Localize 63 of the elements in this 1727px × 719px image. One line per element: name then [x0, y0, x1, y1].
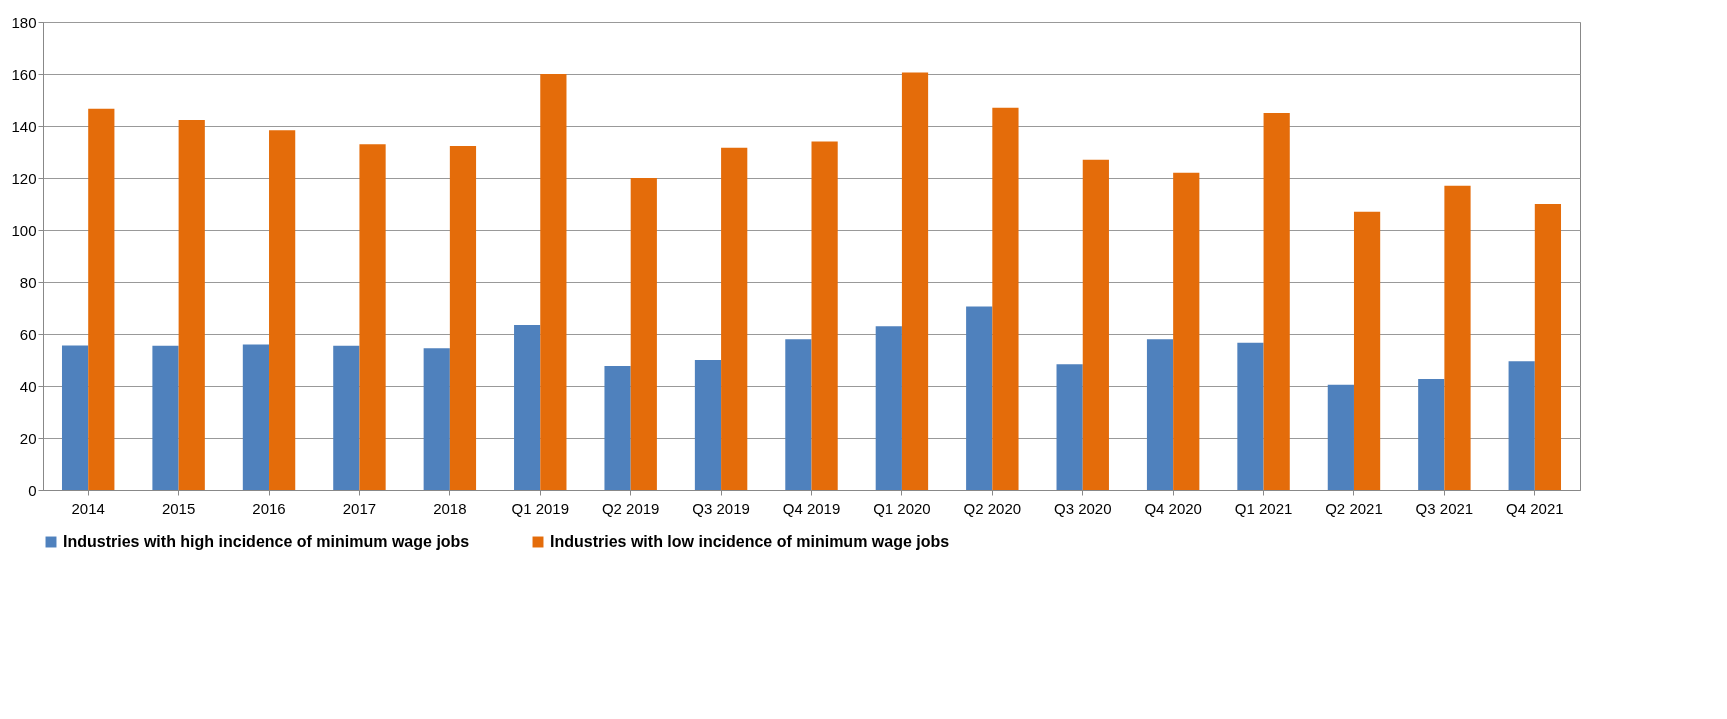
y-tick-label: 100: [11, 221, 37, 239]
bar: [1263, 113, 1290, 490]
bar: [1327, 384, 1354, 490]
y-tick-label: 80: [19, 273, 37, 291]
x-tick-label: Q1 2020: [873, 499, 931, 517]
y-tick-label: 140: [11, 117, 37, 135]
x-tick-label: Q4 2020: [1144, 499, 1202, 517]
bar: [811, 141, 838, 490]
bar: [61, 345, 89, 490]
x-tick-label: Q4 2019: [782, 499, 841, 517]
x-tick-label: Q4 2021: [1506, 499, 1564, 517]
bar: [901, 72, 929, 490]
bar: [1353, 211, 1381, 490]
bar: [1082, 159, 1109, 490]
bar: [423, 348, 450, 490]
bar: [1534, 204, 1562, 490]
bar: [178, 120, 205, 490]
bar: [514, 324, 541, 490]
y-tick-label: 20: [19, 429, 37, 447]
bar: [449, 146, 477, 490]
legend-label: Industries with low incidence of minimum wage jobs: [550, 533, 950, 550]
x-tick-label: 2014: [71, 499, 105, 517]
x-tick-label: 2015: [161, 499, 196, 517]
bar: [1418, 378, 1445, 490]
x-tick-label: 2017: [342, 499, 377, 517]
x-tick-label: Q3 2020: [1053, 499, 1112, 517]
x-tick-label: Q2 2021: [1325, 499, 1383, 517]
bar: [966, 306, 993, 490]
legend-label: Industries with high incidence of minimum wage jobs: [63, 533, 470, 550]
bar: [630, 178, 657, 490]
x-tick-label: Q2 2020: [963, 499, 1022, 517]
x-tick-label: 2018: [433, 499, 467, 517]
bar: [1237, 342, 1264, 490]
y-tick-label: 0: [28, 481, 37, 499]
bar: [333, 345, 360, 490]
x-tick-label: 2016: [252, 499, 286, 517]
bar: [1056, 364, 1083, 490]
bar: [242, 344, 270, 490]
y-tick-label: 40: [19, 377, 37, 395]
bar: [540, 74, 567, 490]
bar: [1173, 172, 1200, 490]
bar: [152, 345, 179, 490]
bar: [785, 339, 812, 490]
bar: [269, 130, 296, 490]
x-tick-label: Q3 2021: [1415, 499, 1474, 517]
bar: [1508, 361, 1535, 490]
bar: [992, 107, 1019, 490]
bar: [359, 144, 386, 490]
bar: [1146, 339, 1174, 490]
x-tick-label: Q1 2021: [1234, 499, 1293, 517]
y-tick-label: 160: [11, 65, 37, 83]
y-tick-label: 180: [11, 13, 37, 31]
x-tick-label: Q1 2019: [511, 499, 570, 517]
bar: [1444, 185, 1471, 490]
bar: [604, 365, 631, 490]
x-tick-label: Q3 2019: [692, 499, 750, 517]
y-tick-label: 60: [19, 325, 37, 343]
bar: [88, 108, 115, 490]
bar: [694, 360, 722, 490]
bar: [721, 147, 748, 490]
bar: [875, 326, 902, 490]
y-tick-label: 120: [11, 169, 37, 187]
x-tick-label: Q2 2019: [601, 499, 660, 517]
